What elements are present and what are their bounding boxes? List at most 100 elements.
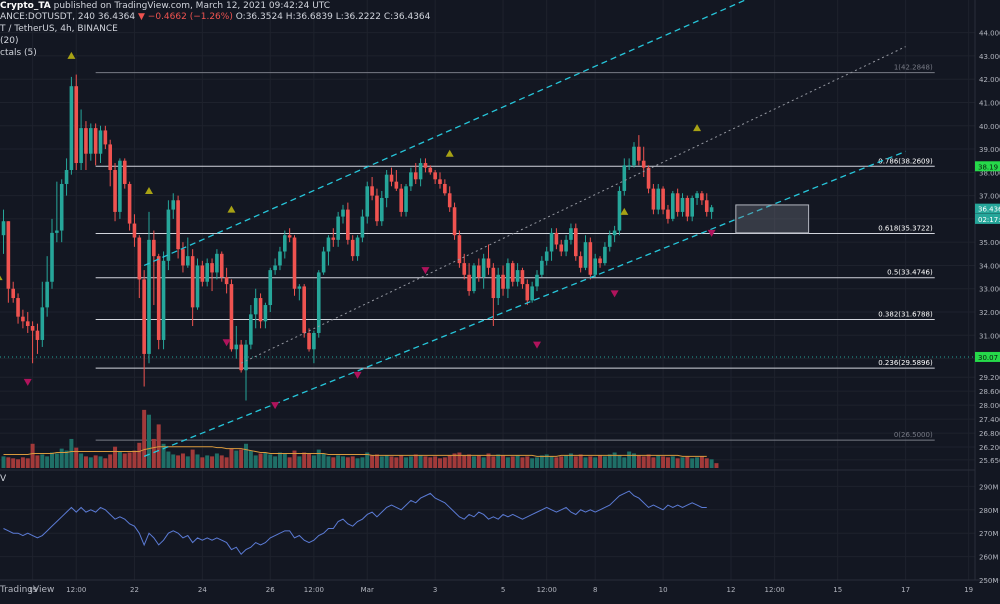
- volume-bar: [171, 454, 176, 468]
- candle-body: [695, 193, 699, 198]
- candle-body: [176, 200, 180, 250]
- candle-body: [258, 298, 263, 322]
- price-tick-label: 26.200: [979, 444, 1000, 452]
- publisher-name[interactable]: Crypto_TA: [0, 1, 51, 11]
- candle-body: [433, 172, 437, 180]
- time-tick-label: 5: [501, 586, 505, 594]
- trend-channel[interactable]: [143, 0, 906, 457]
- volume-bar: [355, 458, 360, 468]
- candle-body: [21, 316, 25, 322]
- volume-bar: [59, 448, 64, 468]
- symbol-text[interactable]: ANCE:DOTUSDT, 240: [0, 12, 96, 22]
- price-tick-label: 28.000: [979, 402, 1000, 410]
- volume-bar: [539, 455, 544, 468]
- candle-body: [137, 237, 142, 280]
- candle-body: [215, 253, 219, 273]
- candle-body: [249, 314, 253, 345]
- channel-line-lower: [143, 150, 906, 457]
- candle-body: [544, 251, 549, 261]
- ohlc-close: C:36.4364: [383, 12, 431, 22]
- candle-body: [365, 186, 370, 217]
- volume-bar: [607, 454, 612, 468]
- candle-body: [11, 288, 15, 299]
- price-tag-text: 30.07: [978, 354, 998, 362]
- volume-bar: [476, 455, 481, 468]
- volume-bar: [253, 455, 258, 468]
- candle-body: [64, 170, 69, 184]
- volume-bar: [501, 455, 506, 468]
- price-change: ▼ −0.4662 (−1.26%): [138, 12, 233, 22]
- candle-body: [55, 230, 59, 233]
- time-tick-label: 17: [901, 586, 910, 594]
- target-box[interactable]: [735, 204, 810, 234]
- fractals: [0, 51, 716, 410]
- candle-body: [122, 160, 127, 184]
- volume-bar: [45, 456, 50, 468]
- price-tick-label: 33.000: [979, 286, 1000, 294]
- candle-body: [481, 258, 486, 278]
- tradingview-brand: TradingView: [0, 585, 55, 595]
- candle-body: [59, 183, 64, 231]
- obv-tick-label: 280M: [979, 507, 998, 515]
- time-axis[interactable]: 19 12:00 22 24 26 12:00 Mar 3 5 12:00 8 10 12 12:00 15…: [28, 586, 973, 594]
- time-tick-label: 12:00: [765, 586, 785, 594]
- candle-body: [627, 165, 631, 167]
- candle-body: [491, 267, 496, 299]
- candle-body: [467, 274, 471, 292]
- price-tick-label: 38.000: [979, 169, 1000, 177]
- candle-body: [244, 344, 248, 371]
- price-tick-label: 25.650: [979, 457, 1000, 465]
- candle-body: [93, 128, 98, 154]
- candle-body: [399, 188, 403, 212]
- volume-bar: [505, 457, 510, 468]
- volume-bar: [224, 457, 229, 468]
- candle-body: [685, 197, 690, 217]
- volume-bar: [88, 457, 93, 468]
- candle-body: [45, 281, 49, 308]
- volume-bar: [535, 457, 539, 468]
- candle-body: [181, 249, 185, 266]
- candle-body: [675, 193, 680, 212]
- candle-body: [593, 258, 597, 275]
- price-tick-label: 44.000: [979, 30, 1000, 38]
- candle-body: [443, 183, 447, 194]
- volume-bar: [370, 455, 375, 468]
- candle-body: [74, 86, 79, 164]
- volume-bar: [496, 454, 501, 468]
- candle-body: [219, 253, 224, 278]
- candle-body: [617, 190, 622, 231]
- candle-body: [268, 270, 273, 306]
- candle-body: [656, 188, 661, 210]
- volume-bar: [307, 453, 312, 468]
- candle-body: [326, 237, 331, 252]
- volume-bar: [491, 456, 496, 468]
- candle-body: [651, 188, 656, 210]
- candle-body: [200, 265, 205, 282]
- volume-bar: [64, 450, 69, 468]
- candle-body: [89, 128, 93, 154]
- candle-body: [118, 160, 122, 212]
- indicator-legend-1[interactable]: (20): [0, 36, 19, 46]
- volume-bar: [690, 458, 695, 468]
- candle-body: [273, 265, 277, 271]
- volume-bar: [210, 456, 215, 468]
- candle-body: [152, 239, 156, 257]
- volume-bar: [214, 453, 219, 468]
- candle-body: [632, 146, 636, 166]
- candle-body: [423, 163, 428, 168]
- volume-bar: [428, 457, 433, 468]
- candle-body: [316, 272, 321, 333]
- candle-body: [447, 193, 452, 208]
- indicator-legend-2[interactable]: ctals (5): [0, 48, 37, 58]
- candle-body: [30, 325, 35, 331]
- candles: [1, 74, 714, 401]
- candle-body: [84, 128, 88, 154]
- candle-body: [287, 235, 292, 238]
- fractal-down-marker: [353, 371, 362, 379]
- volume-bar: [316, 449, 321, 468]
- candle-body: [302, 286, 306, 333]
- fibonacci-retracement[interactable]: 1(42.2848) 0.786(38.2609) 0.618(35.3722) 0.…: [95, 64, 935, 441]
- volume-bar: [636, 455, 641, 468]
